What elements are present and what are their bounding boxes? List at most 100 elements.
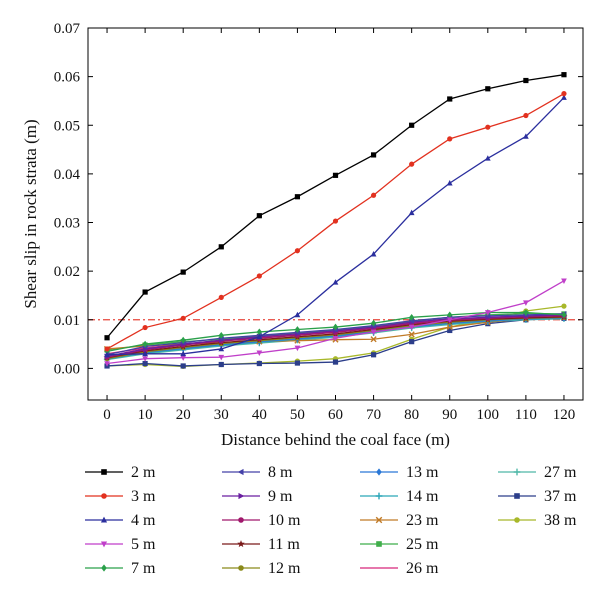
x-tick-label: 0 (103, 407, 111, 423)
legend-label: 8 m (268, 464, 293, 481)
data-point (446, 323, 453, 331)
legend-marker (238, 492, 245, 500)
legend-marker (514, 517, 520, 523)
data-point (332, 172, 339, 178)
data-point (370, 336, 377, 343)
legend-item: 3 m (85, 488, 156, 505)
data-point (370, 319, 377, 327)
data-point (408, 324, 415, 331)
data-point (409, 122, 415, 128)
legend-marker (101, 469, 107, 475)
data-point (409, 313, 415, 321)
plot-area (88, 72, 583, 370)
data-point (218, 331, 224, 339)
data-point (218, 294, 224, 300)
data-point (180, 350, 187, 357)
legend-marker (513, 468, 521, 476)
x-tick-label: 50 (290, 407, 305, 423)
data-point (446, 180, 453, 186)
data-point (256, 213, 262, 219)
data-point (484, 155, 491, 161)
data-point (256, 350, 263, 356)
y-tick-label: 0.06 (54, 70, 81, 86)
legend-item: 23 m (360, 512, 439, 529)
data-point (447, 327, 453, 334)
data-point (142, 356, 148, 362)
data-point (332, 218, 339, 224)
x-tick-label: 80 (404, 407, 419, 423)
data-point (332, 279, 339, 285)
data-point (484, 310, 491, 316)
x-tick-label: 100 (477, 407, 500, 423)
data-point (218, 345, 225, 352)
data-point (523, 77, 529, 84)
x-tick-label: 30 (214, 407, 229, 423)
legend-label: 27 m (544, 464, 577, 481)
data-point (332, 323, 339, 331)
data-point (523, 309, 529, 316)
y-tick-label: 0.01 (54, 313, 80, 329)
legend-label: 10 m (268, 512, 301, 529)
data-point (256, 273, 262, 279)
x-tick-label: 90 (442, 407, 457, 423)
y-tick-label: 0.02 (54, 264, 80, 280)
legend-marker (238, 565, 244, 571)
x-tick-label: 40 (252, 407, 267, 423)
legend-label: 3 m (131, 488, 156, 505)
y-tick-label: 0.07 (54, 21, 81, 37)
legend-marker (101, 564, 107, 572)
legend-item: 9 m (222, 488, 293, 505)
data-point (561, 303, 567, 309)
data-point (142, 289, 148, 295)
data-point (294, 326, 301, 333)
data-point (142, 360, 148, 367)
data-point (409, 339, 415, 345)
legend-item: 26 m (360, 560, 439, 577)
series-4m (104, 94, 567, 358)
data-point (256, 360, 262, 367)
data-point (180, 269, 186, 275)
legend-marker (514, 493, 520, 499)
x-tick-label: 70 (366, 407, 381, 423)
legend-item: 8 m (222, 464, 293, 481)
data-point (104, 346, 110, 352)
legend-item: 37 m (498, 488, 577, 505)
legend-label: 14 m (406, 488, 439, 505)
y-tick-label: 0.03 (54, 216, 80, 232)
legend-item: 27 m (498, 464, 577, 481)
data-point (561, 91, 567, 97)
data-point (142, 350, 148, 357)
data-point (370, 192, 377, 198)
data-point (104, 351, 110, 358)
legend-item: 14 m (360, 488, 439, 505)
data-point (294, 345, 301, 352)
series-3m (104, 91, 567, 352)
legend-label: 23 m (406, 512, 439, 529)
series-line (106, 74, 565, 339)
series-2m (104, 72, 567, 341)
legend-label: 13 m (406, 464, 439, 481)
y-tick-label: 0.05 (54, 118, 80, 134)
legend-marker (375, 516, 383, 524)
data-point (408, 331, 415, 338)
legend-label: 37 m (544, 488, 577, 505)
data-point (218, 354, 225, 361)
legend-item: 11 m (222, 536, 300, 553)
legend-item: 10 m (222, 512, 301, 529)
legend-label: 7 m (131, 560, 156, 577)
data-point (142, 324, 148, 331)
legend-marker (376, 468, 382, 476)
y-tick-label: 0.04 (54, 167, 81, 183)
legend-marker (100, 541, 108, 548)
data-point (370, 329, 377, 336)
data-point (104, 335, 110, 341)
data-point (294, 311, 301, 318)
data-point (523, 300, 529, 306)
data-point (218, 244, 224, 250)
legend-marker (237, 468, 244, 476)
legend-label: 4 m (131, 512, 156, 529)
legend-item: 7 m (85, 560, 156, 577)
legend-label: 12 m (268, 560, 301, 577)
data-point (446, 317, 453, 323)
